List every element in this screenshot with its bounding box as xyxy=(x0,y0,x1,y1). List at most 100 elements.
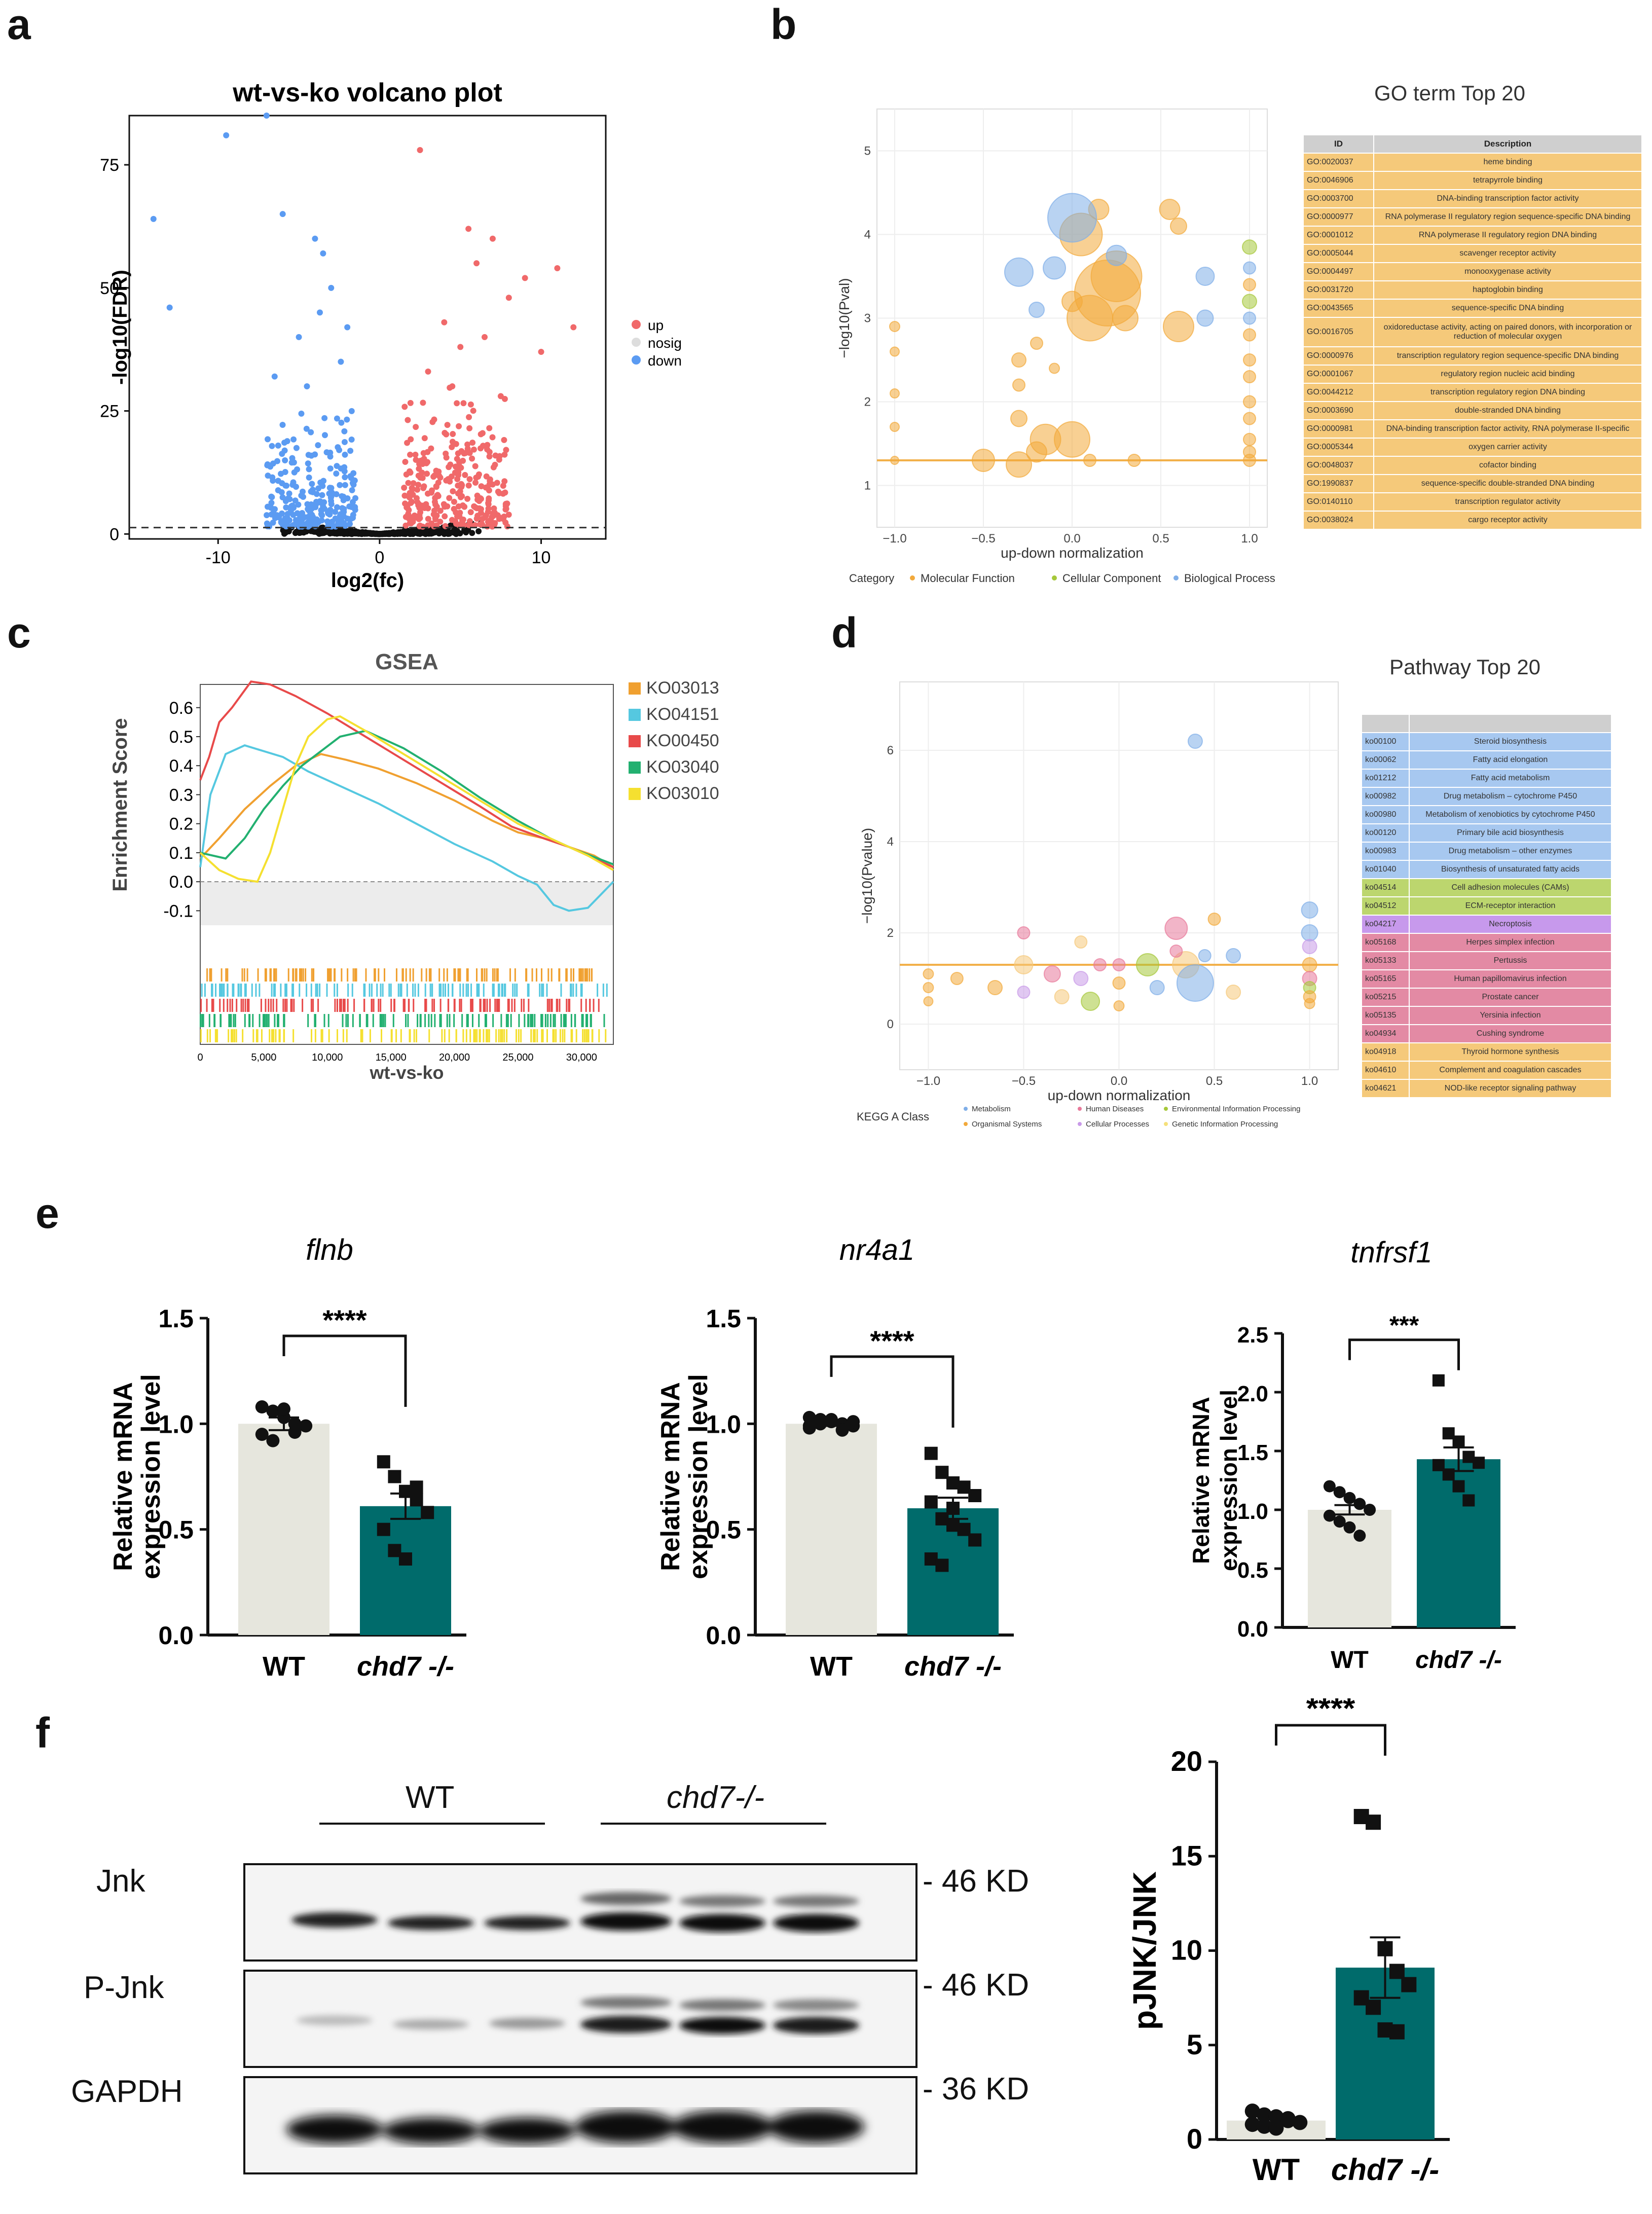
volcano-down-point xyxy=(338,419,345,426)
kegg-description-cell: Biosynthesis of unsaturated fatty acids xyxy=(1409,860,1612,879)
kegg-table-row: ko00100 Steroid biosynthesis xyxy=(1361,732,1612,751)
go_bubble-bubble xyxy=(1195,267,1215,286)
kegg_bubble-bubble xyxy=(1074,935,1088,949)
go-id-cell: GO:0000976 xyxy=(1303,346,1374,366)
kegg-table-row: ko00982 Drug metabolism – cytochrome P450 xyxy=(1361,787,1612,806)
go-id-cell: GO:0038024 xyxy=(1303,511,1374,530)
volcano-down-point xyxy=(265,473,271,479)
go_bubble-bubble xyxy=(1242,294,1257,309)
go-table-header: ID Description xyxy=(1303,134,1642,154)
tnfrsf1-chd7-point xyxy=(1432,1374,1445,1387)
go-id-cell: GO:0000981 xyxy=(1303,419,1374,439)
volcano-up-point xyxy=(455,472,461,479)
volcano-up-point xyxy=(460,400,467,407)
go-table-row: GO:0003700 DNA-binding transcription fact… xyxy=(1303,189,1642,208)
volcano-down-point xyxy=(338,358,344,365)
kegg_bubble-bubble xyxy=(1198,949,1212,962)
gsea-ytick-label: 0.1 xyxy=(169,844,193,863)
go-id-cell: GO:0020037 xyxy=(1303,153,1374,172)
volcano-up-point xyxy=(409,498,415,505)
volcano-up-point xyxy=(428,487,435,494)
volcano-up-point xyxy=(457,344,464,350)
volcano-up-point xyxy=(441,319,448,325)
volcano-up-point xyxy=(401,484,408,491)
go_bubble-ytick-label: 3 xyxy=(864,312,871,325)
pjnk-chd7-point xyxy=(1389,1964,1405,1979)
volcano-down-point xyxy=(304,501,311,507)
go-id-cell: GO:0001067 xyxy=(1303,365,1374,384)
volcano-nosig-point xyxy=(322,529,329,535)
volcano-down-point xyxy=(312,522,318,528)
kegg-description-cell: Drug metabolism – cytochrome P450 xyxy=(1409,787,1612,806)
volcano-up-point xyxy=(452,518,459,525)
go_bubble-bubble xyxy=(1243,311,1256,325)
kegg_bubble-xtick-label: 1.0 xyxy=(1301,1074,1318,1088)
volcano-down-point xyxy=(334,504,340,511)
nr4a1-ytick-label: 1.0 xyxy=(706,1410,741,1438)
volcano-up-point xyxy=(446,464,452,470)
gsea-xtick-label: 30,000 xyxy=(566,1052,597,1063)
flnb-title: flnb xyxy=(306,1237,353,1266)
volcano-down-point xyxy=(312,451,318,458)
kegg-bubble-plot: −1.0 −0.5 0.0 0.5 1.0 0 2 4 6 up-down normalizati… xyxy=(857,681,1339,1129)
volcano-up-point xyxy=(456,459,462,465)
go_bubble-bubble xyxy=(890,346,900,357)
go_bubble-bubble xyxy=(1006,451,1032,478)
volcano-up-point xyxy=(486,425,493,431)
tnfrsf1-chd7-point xyxy=(1452,1435,1465,1448)
volcano-down-point xyxy=(341,513,347,520)
volcano-up-point xyxy=(486,487,492,494)
go-table-row: GO:0000976 transcription regulatory regio… xyxy=(1303,346,1642,366)
kegg_bubble-bubble xyxy=(1017,926,1031,939)
kegg_bubble-bubble xyxy=(923,982,934,993)
volcano-down-point xyxy=(349,487,355,493)
gsea-xtick-label: 5,000 xyxy=(251,1052,276,1063)
kegg-legend-swatch xyxy=(1078,1122,1082,1126)
kegg_bubble-bubble xyxy=(1187,734,1203,749)
go-legend-label: Cellular Component xyxy=(1062,572,1161,585)
volcano-up-point xyxy=(446,495,453,501)
volcano-down-point xyxy=(298,410,305,417)
volcano-up-point xyxy=(451,498,457,505)
nr4a1-wt-point xyxy=(825,1413,838,1426)
pjnk-wt-point xyxy=(1244,2103,1260,2119)
volcano-down-point xyxy=(278,470,284,477)
volcano-up-point xyxy=(470,408,476,414)
tnfrsf1-chd7-point xyxy=(1462,1494,1475,1507)
tnfrsf1-wt-point xyxy=(1353,1498,1366,1510)
volcano-up-point xyxy=(433,503,440,510)
kegg_bubble-bubble xyxy=(923,996,934,1006)
volcano-up-point xyxy=(455,503,462,510)
kegg-header-cell xyxy=(1361,714,1410,733)
volcano-down-point xyxy=(264,523,271,530)
kegg-description-cell: Cushing syndrome xyxy=(1409,1024,1612,1043)
volcano-up-point xyxy=(484,523,491,530)
volcano-up-point xyxy=(486,497,492,503)
kegg_bubble-bubble xyxy=(1301,924,1318,941)
wb-blot-images xyxy=(243,1863,917,2174)
go-bubble-plot: −1.0 −0.5 0.0 0.5 1.0 1 2 3 4 5 up-down normalizat… xyxy=(836,108,1275,585)
volcano-up-point xyxy=(497,393,504,400)
kegg-table-row: ko05215 Prostate cancer xyxy=(1361,988,1612,1007)
kegg-id-cell: ko04514 xyxy=(1361,878,1410,897)
go-description-cell: haptoglobin binding xyxy=(1373,280,1642,300)
go_bubble-xtick-label: −0.5 xyxy=(971,532,995,546)
kegg-table-row: ko04512 ECM-receptor interaction xyxy=(1361,896,1612,916)
flnb-chd7-point xyxy=(377,1522,390,1536)
go-id-cell: GO:0043565 xyxy=(1303,299,1374,318)
kegg_bubble-bubble xyxy=(950,972,964,985)
volcano-title: wt-vs-ko volcano plot xyxy=(232,78,502,107)
kegg_bubble-bubble xyxy=(1302,957,1317,972)
go-description-cell: transcription regulatory region DNA bind… xyxy=(1373,383,1642,402)
go_bubble-bubble xyxy=(1012,378,1025,392)
volcano-down-point xyxy=(223,132,230,138)
tnfrsf1-ytick-label: 1.0 xyxy=(1237,1499,1268,1524)
volcano-down-point xyxy=(294,466,301,473)
volcano-up-point xyxy=(475,474,482,480)
volcano-down-point xyxy=(279,422,286,428)
volcano-up-point xyxy=(450,488,456,495)
kegg-legend-label: Organismal Systems xyxy=(972,1120,1042,1129)
kegg-description-cell: Prostate cancer xyxy=(1409,988,1612,1007)
volcano-xlabel: log2(fc) xyxy=(331,569,404,592)
volcano-up-point xyxy=(433,512,440,519)
